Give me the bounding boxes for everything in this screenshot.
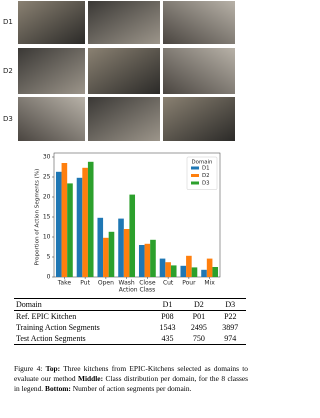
y-tick-label: 10 <box>43 234 51 241</box>
bar <box>118 218 124 277</box>
bar <box>191 267 198 277</box>
x-tick-label: Pour <box>182 280 196 287</box>
y-tick-label: 15 <box>43 214 51 221</box>
kitchen-images <box>18 1 235 141</box>
bar <box>108 231 115 277</box>
x-tick-label: Take <box>57 280 72 287</box>
legend-label: D3 <box>202 181 210 187</box>
bar <box>144 243 151 277</box>
image <box>18 48 85 94</box>
legend-title: Domain <box>192 160 213 166</box>
table-cell: Training Action Segments <box>16 323 100 332</box>
bar <box>103 237 109 277</box>
header-cell: D2 <box>193 300 204 309</box>
y-tick-label: 25 <box>43 174 51 181</box>
caption-text: Number of action segments per domain. <box>72 384 192 393</box>
table-cell: Test Action Segments <box>16 334 86 343</box>
page: D1 D2 D3 0 5 10 15 20 25 30 Take Put Open Wash Close Cu… <box>3 1 248 394</box>
caption: Figure 4: Top: Three kitchens from EPIC-… <box>14 364 248 394</box>
table-cell: 1543 <box>159 323 176 332</box>
image <box>88 97 160 141</box>
row-label: D3 <box>3 115 13 123</box>
bar <box>159 258 166 277</box>
bar <box>61 163 68 277</box>
bar <box>170 265 177 277</box>
bar <box>82 167 88 277</box>
image <box>163 97 235 141</box>
table: Domain D1 D2 D3 Ref. EPIC Kitchen P08 P01 P22 T… <box>14 298 246 345</box>
table-header: Domain D1 D2 D3 <box>14 298 246 311</box>
table-cell: 435 <box>161 334 174 343</box>
x-tick-label: Close <box>139 280 156 287</box>
y-tick-label: 30 <box>43 154 51 161</box>
x-axis-label: Action Class <box>119 287 155 294</box>
y-axis-label: Proportion of Action Segments (%) <box>35 169 41 266</box>
table-cell: 2495 <box>190 323 207 332</box>
x-tick-label: Put <box>80 280 90 287</box>
bar <box>206 258 213 277</box>
table-row: Test Action Segments 435 750 974 <box>14 333 246 345</box>
bar <box>97 217 104 277</box>
legend-box <box>186 156 218 190</box>
table-cell: P08 <box>161 312 174 321</box>
image <box>163 1 235 44</box>
table-cell: 750 <box>192 334 205 343</box>
bar <box>55 171 62 277</box>
image <box>18 97 85 141</box>
image <box>163 48 235 94</box>
x-tick-label: Open <box>98 280 114 287</box>
y-tick-label: 5 <box>47 254 51 261</box>
legend-swatch <box>191 174 199 177</box>
header-cell: Domain <box>16 300 42 309</box>
caption-heading: Top: <box>45 364 61 373</box>
header-cell: D1 <box>162 300 173 309</box>
row-label: D2 <box>3 67 13 75</box>
image <box>88 1 160 44</box>
table-cell: Ref. EPIC Kitchen <box>16 312 77 321</box>
y-tick-label: 20 <box>43 194 51 201</box>
bar <box>129 194 136 277</box>
table-row: Ref. EPIC Kitchen P08 P01 P22 <box>14 311 246 323</box>
image <box>88 48 160 94</box>
row-label: D1 <box>3 18 13 26</box>
bar <box>150 239 156 277</box>
caption-text: Class distribution per domain, for the 8… <box>14 374 248 393</box>
bar <box>67 183 73 277</box>
table-row: Training Action Segments 1543 2495 3897 <box>14 322 246 333</box>
bar <box>123 229 130 277</box>
table-cell: P22 <box>224 312 237 321</box>
bar <box>186 255 192 277</box>
table-cell: P01 <box>192 312 206 321</box>
bar <box>201 269 207 277</box>
bar <box>180 265 187 277</box>
bar <box>87 161 94 277</box>
table-cell: 3897 <box>222 323 239 332</box>
caption-heading: Bottom: <box>45 384 71 393</box>
legend-swatch <box>191 181 199 185</box>
legend-label: D2 <box>202 173 210 179</box>
plot-frame <box>53 152 221 278</box>
x-tick-label: Cut <box>163 280 174 287</box>
bar <box>165 262 171 277</box>
table-cell: 974 <box>224 334 237 343</box>
header-cell: D3 <box>225 300 236 309</box>
bar <box>76 177 83 277</box>
image <box>18 1 85 44</box>
x-tick-label: Wash <box>119 280 135 287</box>
legend-label: D1 <box>202 166 210 172</box>
y-tick-label: 0 <box>47 274 51 281</box>
bar <box>212 267 219 277</box>
caption-heading: Middle: <box>77 374 104 383</box>
x-tick-label: Mix <box>204 280 215 287</box>
bar <box>138 245 145 277</box>
caption-text: Three kitchens from EPIC-Kitchens select… <box>14 364 248 383</box>
caption-label: Figure 4: <box>14 364 43 373</box>
legend-swatch <box>191 166 199 170</box>
